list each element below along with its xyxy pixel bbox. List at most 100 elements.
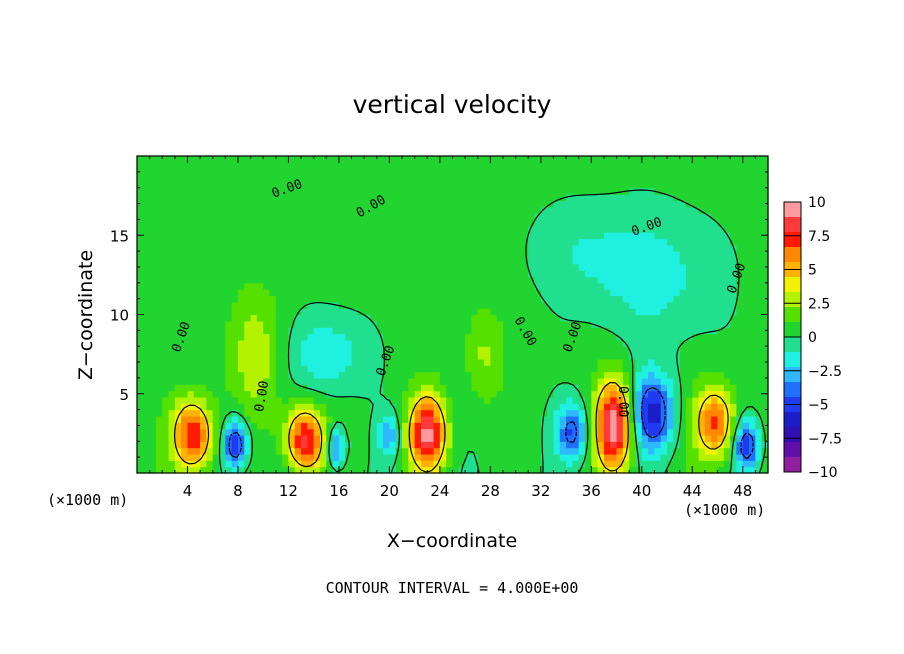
heatmap-cell <box>755 225 763 233</box>
heatmap-cell <box>301 377 308 385</box>
heatmap-cell <box>704 225 712 233</box>
heatmap-cell <box>742 384 750 392</box>
heatmap-cell <box>540 377 548 385</box>
heatmap-cell <box>439 377 447 385</box>
heatmap-cell <box>301 365 308 373</box>
heatmap-cell <box>717 453 725 461</box>
heatmap-cell <box>749 206 756 214</box>
heatmap-cell <box>553 238 561 246</box>
heatmap-cell <box>509 352 517 360</box>
heatmap-cell <box>162 232 170 240</box>
heatmap-cell <box>654 384 662 392</box>
heatmap-cell <box>704 460 712 468</box>
heatmap-cell <box>250 327 258 335</box>
heatmap-cell <box>578 238 586 246</box>
heatmap-cell <box>370 314 378 322</box>
heatmap-cell <box>206 377 214 385</box>
heatmap-cell <box>660 371 668 379</box>
heatmap-cell <box>736 308 744 316</box>
heatmap-cell <box>181 187 189 195</box>
heatmap-cell <box>351 371 359 379</box>
heatmap-cell <box>698 441 706 449</box>
heatmap-cell <box>521 238 529 246</box>
heatmap-cell <box>364 415 372 423</box>
heatmap-cell <box>402 428 409 436</box>
heatmap-cell <box>319 276 327 284</box>
heatmap-cell <box>559 257 567 265</box>
heatmap-cell <box>755 263 763 271</box>
heatmap-cell <box>553 422 561 430</box>
heatmap-cell <box>149 276 157 284</box>
heatmap-cell <box>137 377 144 385</box>
heatmap-cell <box>395 175 403 182</box>
heatmap-cell <box>149 358 157 366</box>
heatmap-cell <box>742 289 750 297</box>
heatmap-cell <box>496 314 504 322</box>
heatmap-cell <box>749 276 756 284</box>
heatmap-cell <box>225 244 233 252</box>
heatmap-cell <box>162 434 170 442</box>
heatmap-cell <box>446 232 454 240</box>
heatmap-cell <box>616 282 624 290</box>
heatmap-cell <box>193 194 201 201</box>
heatmap-cell <box>269 447 277 455</box>
heatmap-cell <box>301 162 308 170</box>
heatmap-cell <box>219 187 226 195</box>
heatmap-cell <box>402 257 409 265</box>
heatmap-cell <box>446 194 454 201</box>
heatmap-cell <box>458 352 466 360</box>
heatmap-cell <box>313 168 321 176</box>
heatmap-cell <box>452 289 460 297</box>
heatmap-cell <box>338 282 346 290</box>
heatmap-cell <box>616 428 624 436</box>
heatmap-cell <box>591 371 599 379</box>
heatmap-cell <box>566 263 573 271</box>
heatmap-cell <box>742 320 750 328</box>
heatmap-cell <box>711 396 719 404</box>
heatmap-cell <box>187 339 195 347</box>
heatmap-cell <box>225 301 233 309</box>
heatmap-cell <box>231 213 239 220</box>
heatmap-cell <box>667 238 674 246</box>
heatmap-cell <box>313 466 321 474</box>
heatmap-cell <box>345 415 353 423</box>
heatmap-cell <box>433 441 441 449</box>
heatmap-cell <box>591 460 599 468</box>
heatmap-cell <box>395 187 403 195</box>
heatmap-cell <box>685 390 693 398</box>
heatmap-cell <box>294 371 302 379</box>
heatmap-cell <box>345 206 353 214</box>
heatmap-cell <box>660 365 668 373</box>
heatmap-cell <box>420 346 428 354</box>
heatmap-cell <box>629 301 637 309</box>
heatmap-cell <box>591 403 599 411</box>
heatmap-cell <box>244 333 252 341</box>
heatmap-cell <box>338 219 346 227</box>
heatmap-cell <box>237 194 245 201</box>
heatmap-cell <box>338 314 346 322</box>
heatmap-cell <box>755 460 763 468</box>
heatmap-cell <box>446 415 454 423</box>
heatmap-cell <box>319 320 327 328</box>
heatmap-cell <box>698 251 706 259</box>
heatmap-cell <box>370 175 378 182</box>
heatmap-cell <box>237 187 245 195</box>
heatmap-cell <box>370 428 378 436</box>
heatmap-cell <box>610 162 618 170</box>
heatmap-cell <box>414 384 422 392</box>
heatmap-cell <box>484 352 491 360</box>
heatmap-cell <box>357 434 365 442</box>
heatmap-cell <box>446 187 454 195</box>
heatmap-cell <box>389 447 397 455</box>
heatmap-cell <box>149 251 157 259</box>
heatmap-cell <box>723 365 731 373</box>
heatmap-cell <box>168 390 176 398</box>
heatmap-cell <box>383 415 390 423</box>
heatmap-cell <box>465 352 473 360</box>
heatmap-cell <box>231 428 239 436</box>
heatmap-cell <box>591 194 599 201</box>
heatmap-cell <box>496 162 504 170</box>
heatmap-cell <box>496 282 504 290</box>
heatmap-cell <box>250 365 258 373</box>
heatmap-cell <box>515 466 523 474</box>
